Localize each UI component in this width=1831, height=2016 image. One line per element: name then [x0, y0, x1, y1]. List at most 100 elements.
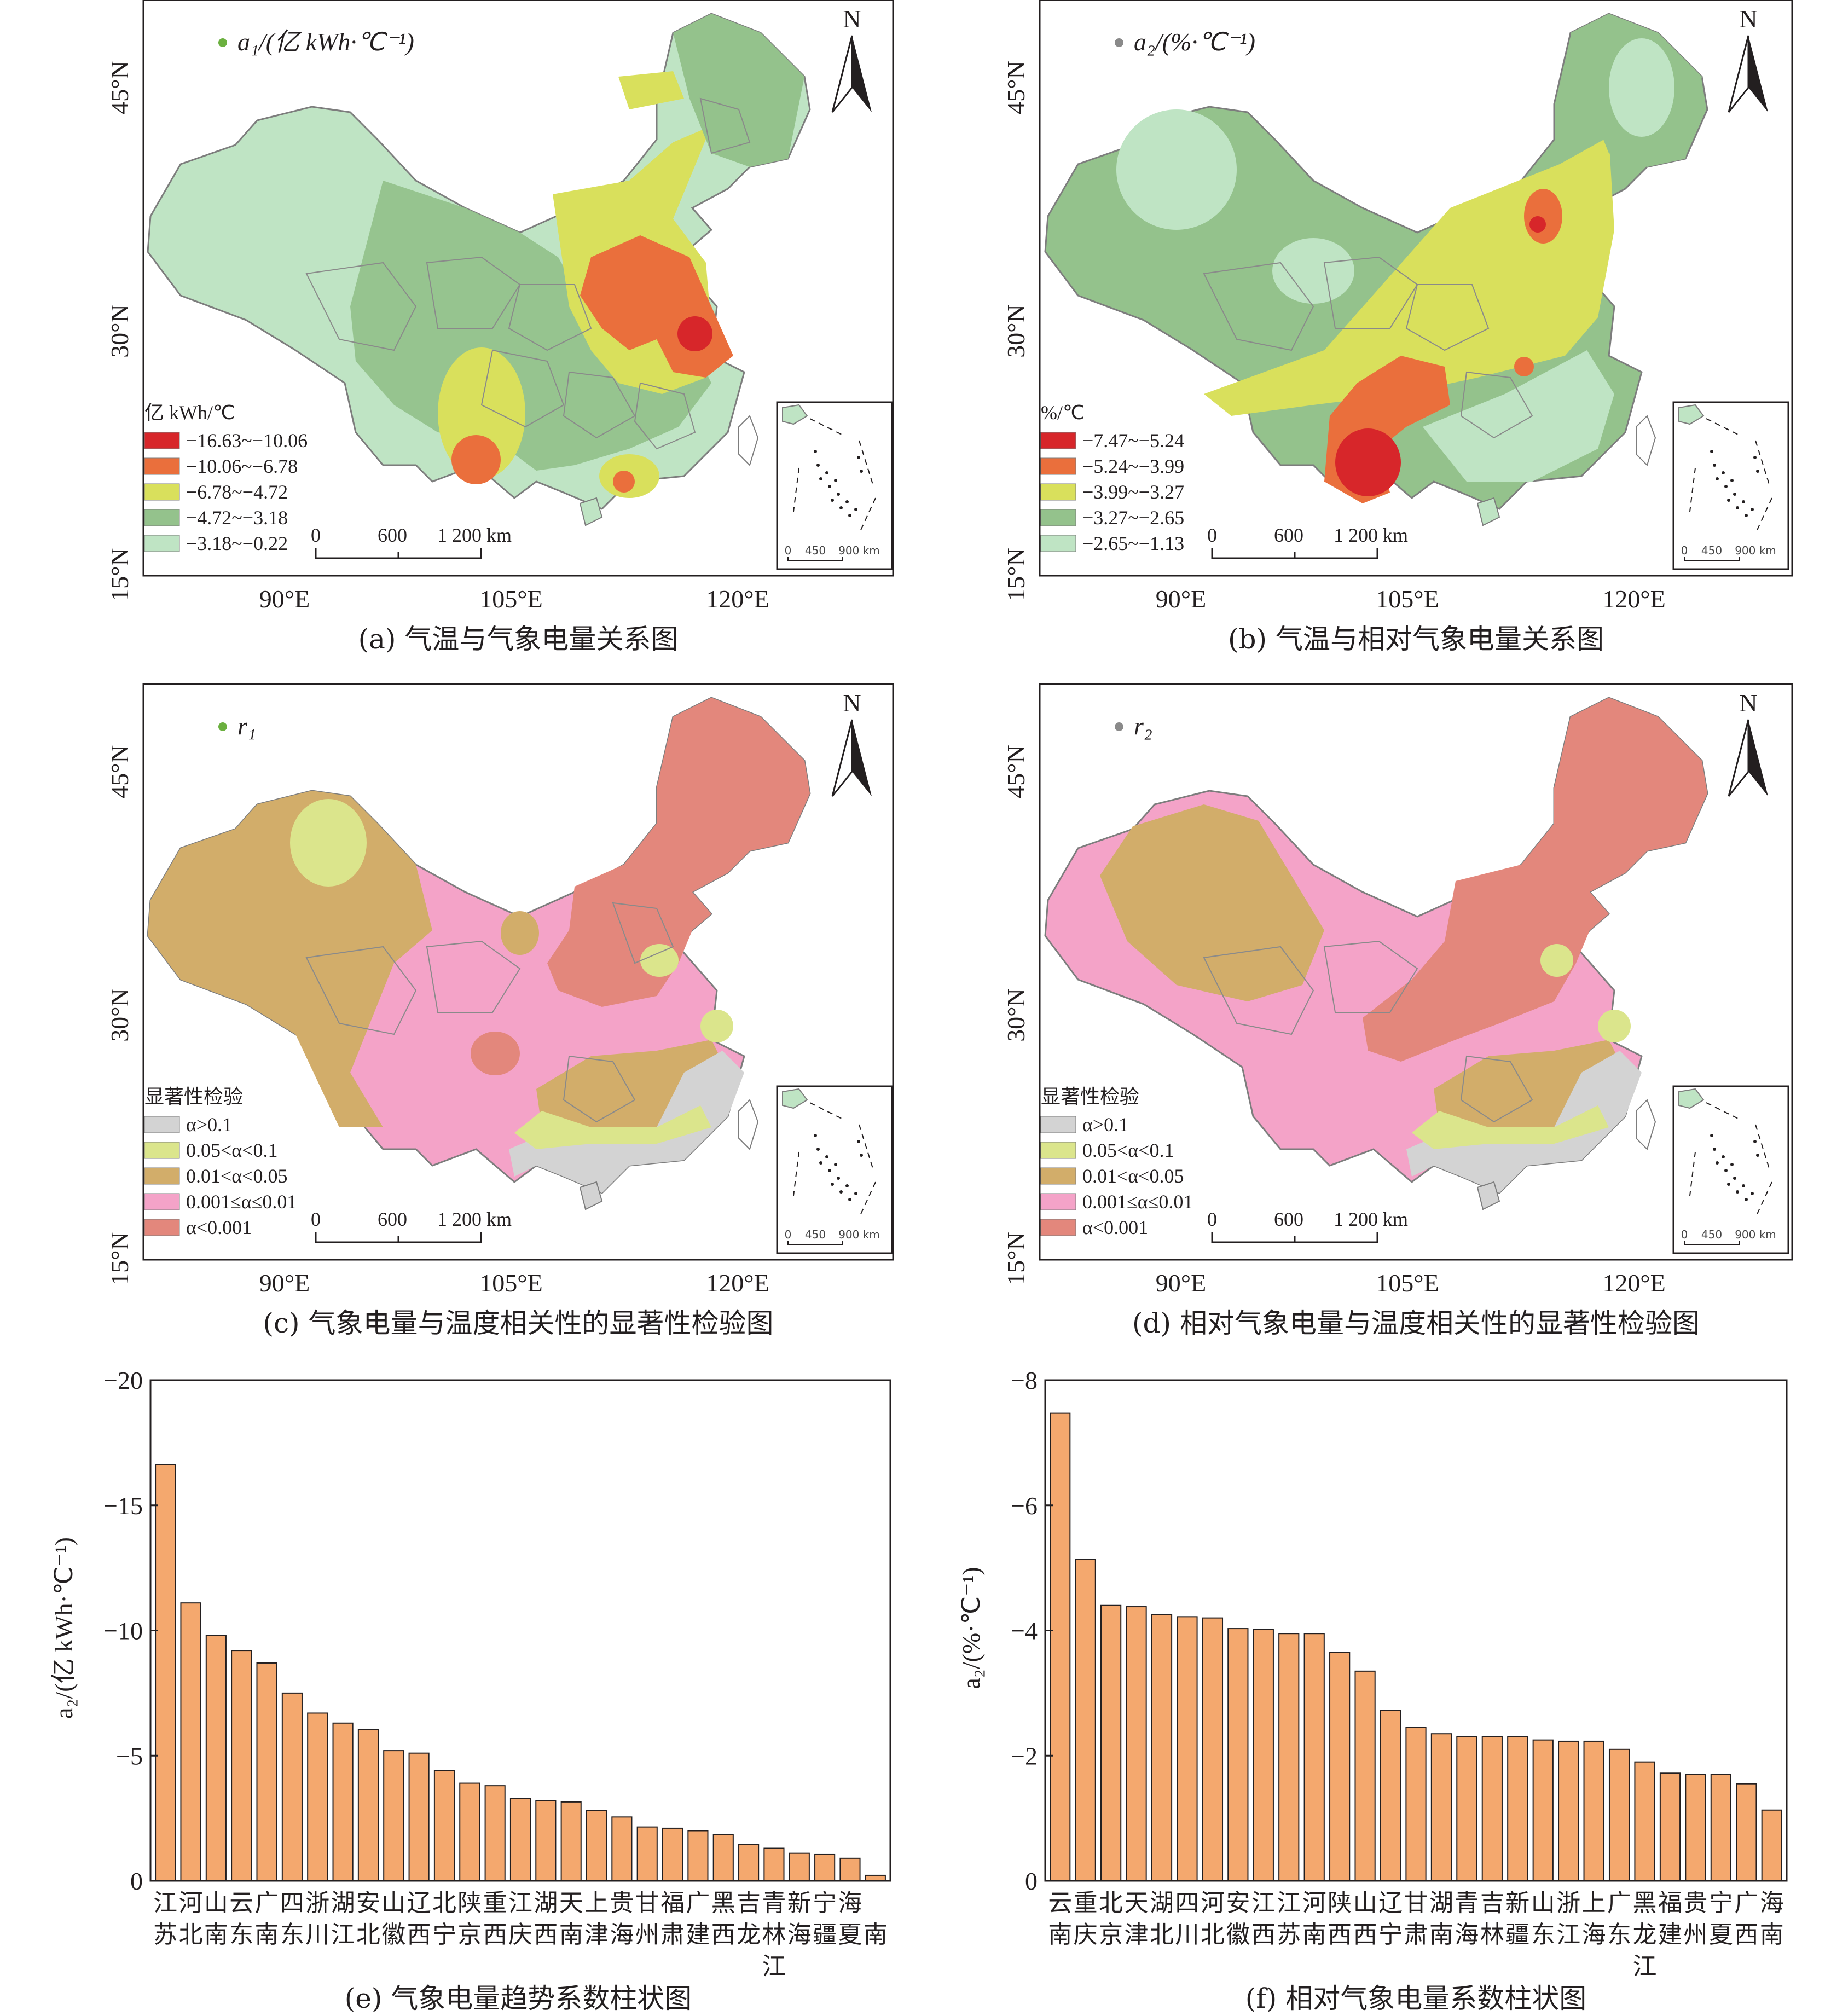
inset-island	[1710, 1134, 1713, 1137]
scale-mid: 600	[1274, 524, 1303, 546]
north-arrow-shade-icon	[1748, 36, 1768, 112]
lat-label: 30°N	[1002, 988, 1030, 1042]
inset-island	[825, 471, 828, 474]
x-tick-label: 湖	[331, 1889, 355, 1917]
caption-c: (c) 气象电量与温度相关性的显著性检验图	[263, 1307, 774, 1339]
inset-island	[825, 1155, 828, 1158]
province-borders-d	[1203, 940, 1533, 1123]
x-tick-label: 天	[559, 1889, 583, 1917]
bar	[1354, 1670, 1376, 1881]
inset-scale	[1684, 557, 1740, 561]
x-tick-label: 宁	[1709, 1889, 1733, 1917]
scale-zero: 0	[311, 524, 321, 546]
island-taiwan-b	[1476, 415, 1656, 526]
inset-island	[1751, 508, 1754, 511]
legend-swatch	[1040, 509, 1076, 526]
inset-island	[848, 1198, 851, 1201]
x-tick-label: 夏	[1709, 1921, 1733, 1949]
inset-island	[854, 1192, 857, 1195]
inset-island	[1722, 1155, 1725, 1158]
x-tick-label: 青	[1455, 1889, 1479, 1917]
province-borders-b	[1203, 256, 1533, 439]
zone-south-yellow-c	[514, 1105, 711, 1149]
inset-island	[814, 450, 817, 453]
inset-frame	[776, 1085, 893, 1254]
map-panel-a	[142, 0, 894, 577]
north-label: N	[843, 5, 861, 33]
scale-end: 1 200 km	[1334, 1208, 1408, 1230]
inset-scale-mid: 450	[805, 1228, 826, 1241]
x-tick-label: 疆	[1505, 1921, 1529, 1949]
island-taiwan-c	[579, 1099, 759, 1210]
x-tick-label: 广	[1734, 1889, 1758, 1917]
inset-island	[1730, 1163, 1734, 1166]
inset-island	[839, 1190, 843, 1194]
bar	[408, 1752, 430, 1882]
x-tick-label: 建	[686, 1921, 710, 1949]
x-tick-label: 福	[1658, 1889, 1682, 1917]
inset-island	[828, 1169, 831, 1172]
inset-island	[1724, 1169, 1728, 1172]
legend-label: −6.78~−4.72	[186, 481, 288, 503]
var-label: r₂	[1134, 712, 1152, 740]
bar	[1634, 1761, 1655, 1881]
lon-label: 105°E	[1376, 585, 1439, 613]
x-tick-label: 宁	[1378, 1921, 1403, 1949]
bar	[636, 1826, 658, 1881]
x-axis-e: 江苏河北山南云东广南四东浙川湖江安北山徽辽西北宁陕京重西江庆湖西天南上津贵海甘州…	[153, 1889, 888, 1980]
inset-island	[839, 506, 843, 509]
north-arrow-shade-icon	[852, 720, 872, 796]
x-tick-label: 福	[660, 1889, 685, 1917]
legend-title: 亿 kWh/℃	[144, 402, 235, 424]
inset-island	[837, 1177, 840, 1180]
inset-scale-end: 900 km	[838, 544, 880, 557]
x-tick-label: 徽	[381, 1921, 405, 1949]
x-tick-label: 江	[508, 1889, 532, 1917]
legend-title: %/℃	[1041, 402, 1085, 424]
bar	[256, 1662, 277, 1882]
inset-island	[1730, 479, 1734, 482]
lon-label: 90°E	[259, 1269, 310, 1297]
legend-swatch	[1040, 1142, 1076, 1159]
var-label: a₁/(亿 kWh·℃⁻¹)	[237, 28, 414, 56]
legend-swatch	[1040, 1116, 1076, 1133]
legend-label: −3.99~−3.27	[1082, 481, 1184, 503]
x-tick-label: 青	[762, 1889, 786, 1917]
legend-swatch	[144, 483, 180, 501]
x-tick-label: 海	[838, 1889, 862, 1917]
zone-ne-red-c	[547, 698, 810, 1007]
inset-island	[819, 1161, 822, 1165]
map-overlay-c: 45°N 30°N 15°N 90°E 105°E 120°E r₁ N 显著性检验 α>0.1 0…	[106, 689, 893, 1297]
bar	[1736, 1783, 1757, 1881]
inset-scale-mid: 450	[805, 544, 826, 557]
x-tick-label: 江	[153, 1889, 177, 1917]
inset-island	[1722, 471, 1725, 474]
bar	[839, 1857, 861, 1881]
legend-label: 0.001≤α≤0.01	[186, 1191, 297, 1213]
inset-island	[831, 1183, 834, 1186]
map-panel-c	[142, 683, 894, 1261]
bar	[1761, 1809, 1782, 1882]
x-tick-label: 江	[331, 1921, 355, 1949]
scale-bar	[1211, 548, 1378, 559]
x-tick-label: 安	[356, 1889, 380, 1917]
bar	[1659, 1772, 1681, 1881]
x-tick-label: 南	[1302, 1921, 1326, 1949]
x-tick-label: 广	[1607, 1889, 1631, 1917]
y-tick-label: −4	[1011, 1617, 1038, 1645]
island-taiwan-d	[1476, 1099, 1656, 1210]
zone-nw-light-b	[1116, 109, 1237, 230]
lat-label: 15°N	[1002, 548, 1030, 601]
legend-swatch	[144, 1167, 180, 1185]
x-tick-label: 安	[1226, 1889, 1250, 1917]
legend-label: −4.72~−3.18	[186, 507, 288, 529]
legend-label: 0.05<α<0.1	[1082, 1139, 1174, 1161]
x-tick-label: 庆	[508, 1921, 532, 1949]
x-tick-label: 南	[559, 1921, 583, 1949]
y-tick-label: −15	[103, 1492, 143, 1520]
bar	[1481, 1736, 1503, 1881]
bar	[560, 1801, 582, 1881]
x-tick-label: 江	[762, 1953, 786, 1980]
legend-swatch	[144, 457, 180, 475]
inset-island	[1742, 500, 1745, 503]
